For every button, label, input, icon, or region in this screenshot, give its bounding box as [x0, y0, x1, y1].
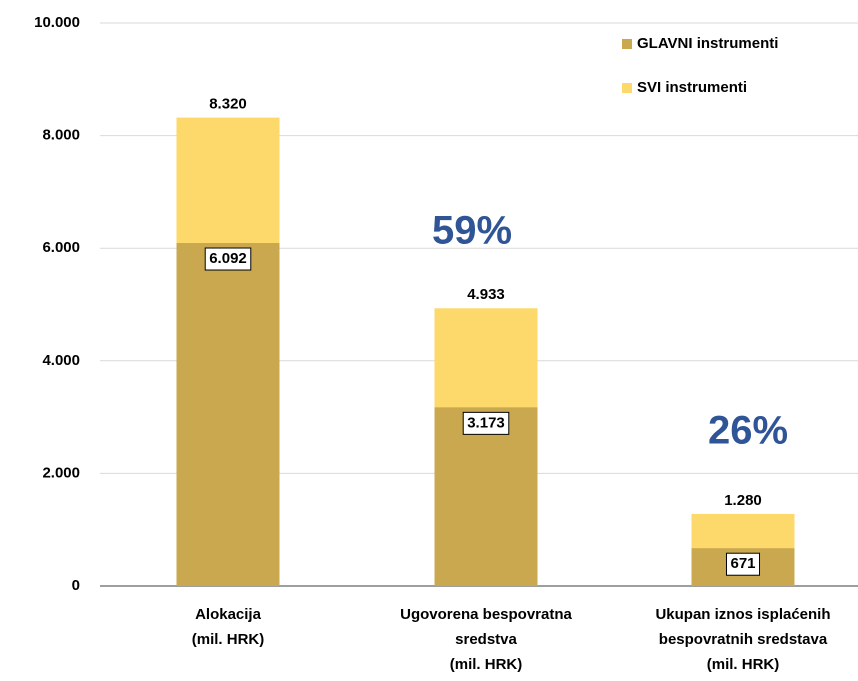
- y-tick-label: 10.000: [34, 14, 80, 31]
- value-label: 3.173: [467, 414, 505, 431]
- x-tick-label: bespovratnih sredstava: [659, 631, 828, 648]
- y-tick-label: 4.000: [42, 352, 80, 369]
- legend-swatch: [622, 39, 632, 49]
- value-label: 671: [730, 555, 755, 572]
- value-label-box: [725, 552, 761, 576]
- x-tick-label: (mil. HRK): [450, 656, 523, 673]
- y-tick-label: 0: [72, 577, 80, 594]
- bar: [176, 243, 280, 587]
- x-tick-label: Ugovorena bespovratna: [400, 606, 572, 623]
- bar: [434, 407, 538, 586]
- y-tick-label: 8.000: [42, 127, 80, 144]
- legend-swatch: [622, 83, 632, 93]
- x-tick-label: (mil. HRK): [707, 656, 780, 673]
- y-tick-label: 2.000: [42, 464, 80, 481]
- x-tick-label: sredstva: [455, 631, 517, 648]
- legend-label: GLAVNI instrumenti: [637, 35, 778, 52]
- value-label-box: [462, 411, 510, 435]
- x-tick-label: Alokacija: [195, 606, 262, 623]
- legend-label: SVI instrumenti: [637, 79, 747, 96]
- value-label: 8.320: [209, 96, 247, 113]
- value-label-box: [204, 247, 252, 271]
- x-tick-label: (mil. HRK): [192, 631, 265, 648]
- y-tick-label: 6.000: [42, 239, 80, 256]
- value-label: 4.933: [467, 286, 505, 303]
- value-label: 6.092: [209, 250, 247, 267]
- value-label: 1.280: [724, 492, 762, 509]
- annotation: 59%: [432, 209, 512, 253]
- x-tick-label: Ukupan iznos isplaćenih: [655, 606, 830, 623]
- annotation: 26%: [708, 409, 788, 453]
